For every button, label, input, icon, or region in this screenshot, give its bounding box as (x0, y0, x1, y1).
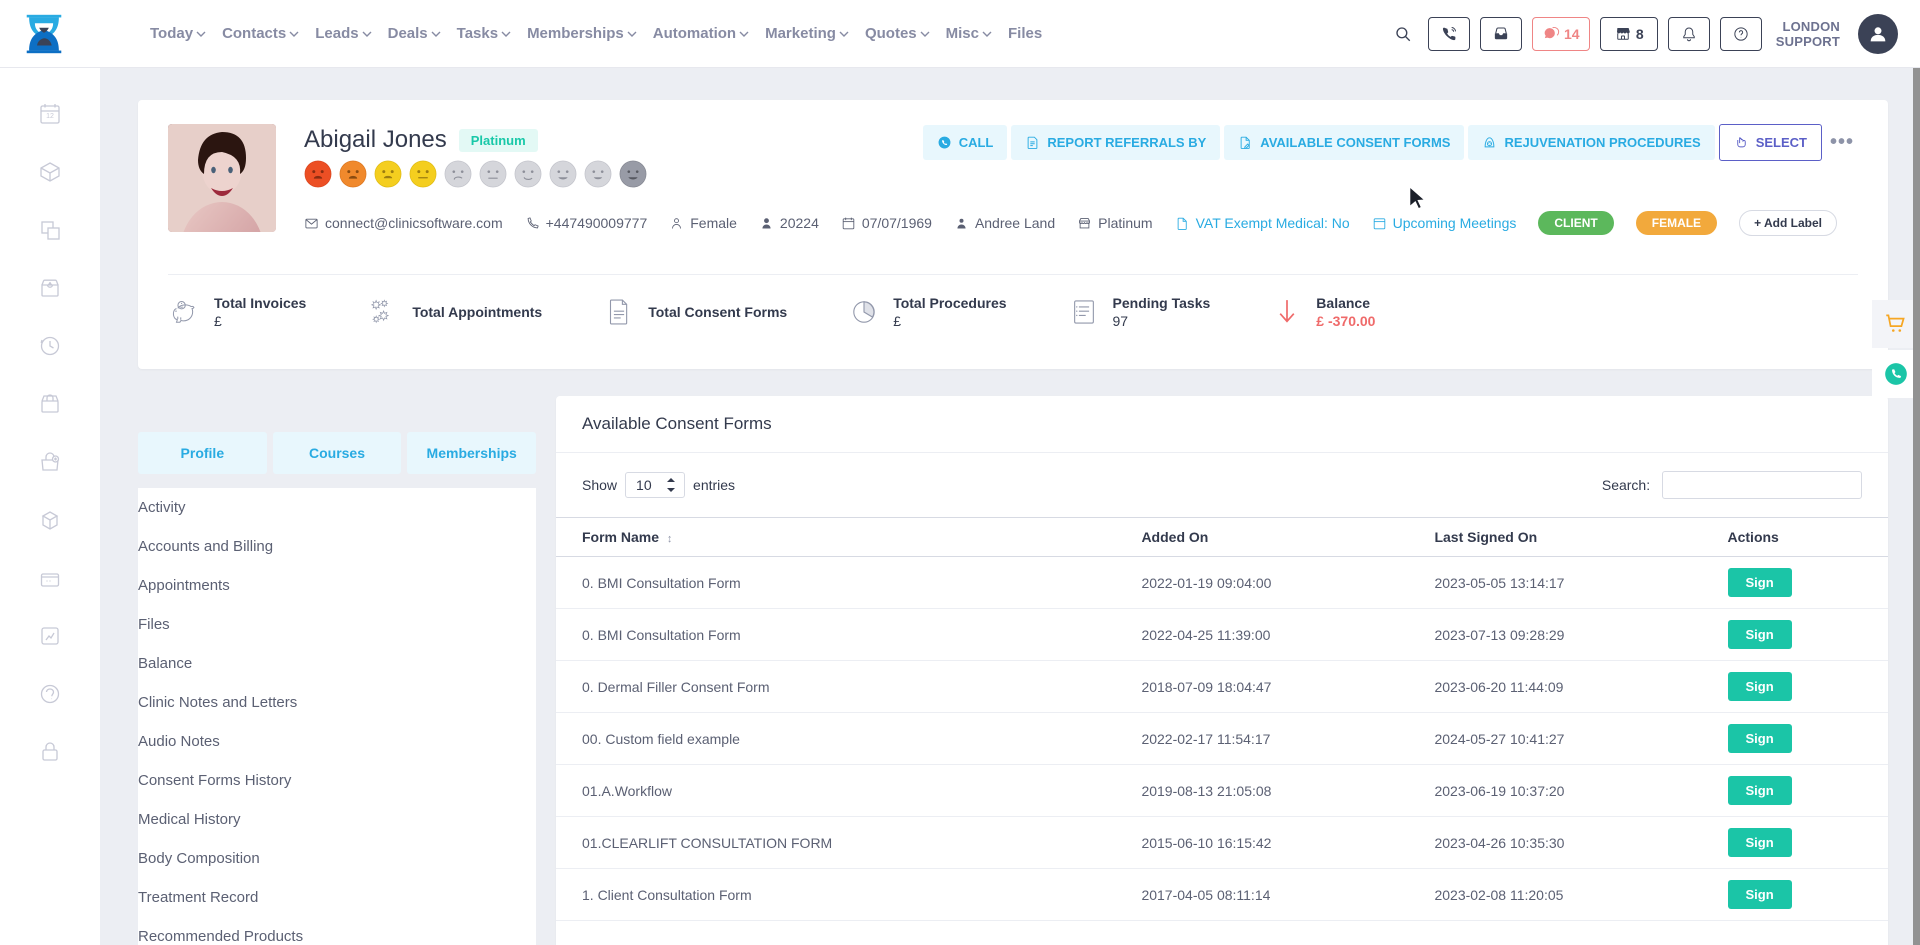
svg-text:12: 12 (46, 113, 54, 120)
